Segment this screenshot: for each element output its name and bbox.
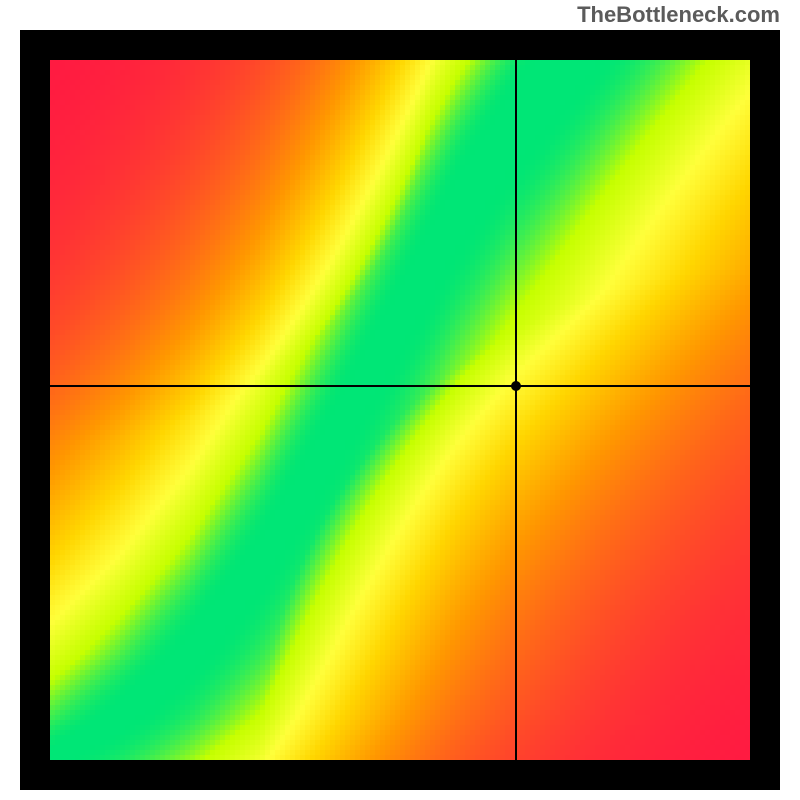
plot-border [20, 30, 780, 790]
crosshair-marker [511, 381, 521, 391]
crosshair-vertical [515, 60, 517, 760]
crosshair-horizontal [50, 385, 750, 387]
bottleneck-heatmap [50, 60, 750, 760]
watermark-label: TheBottleneck.com [577, 2, 780, 28]
